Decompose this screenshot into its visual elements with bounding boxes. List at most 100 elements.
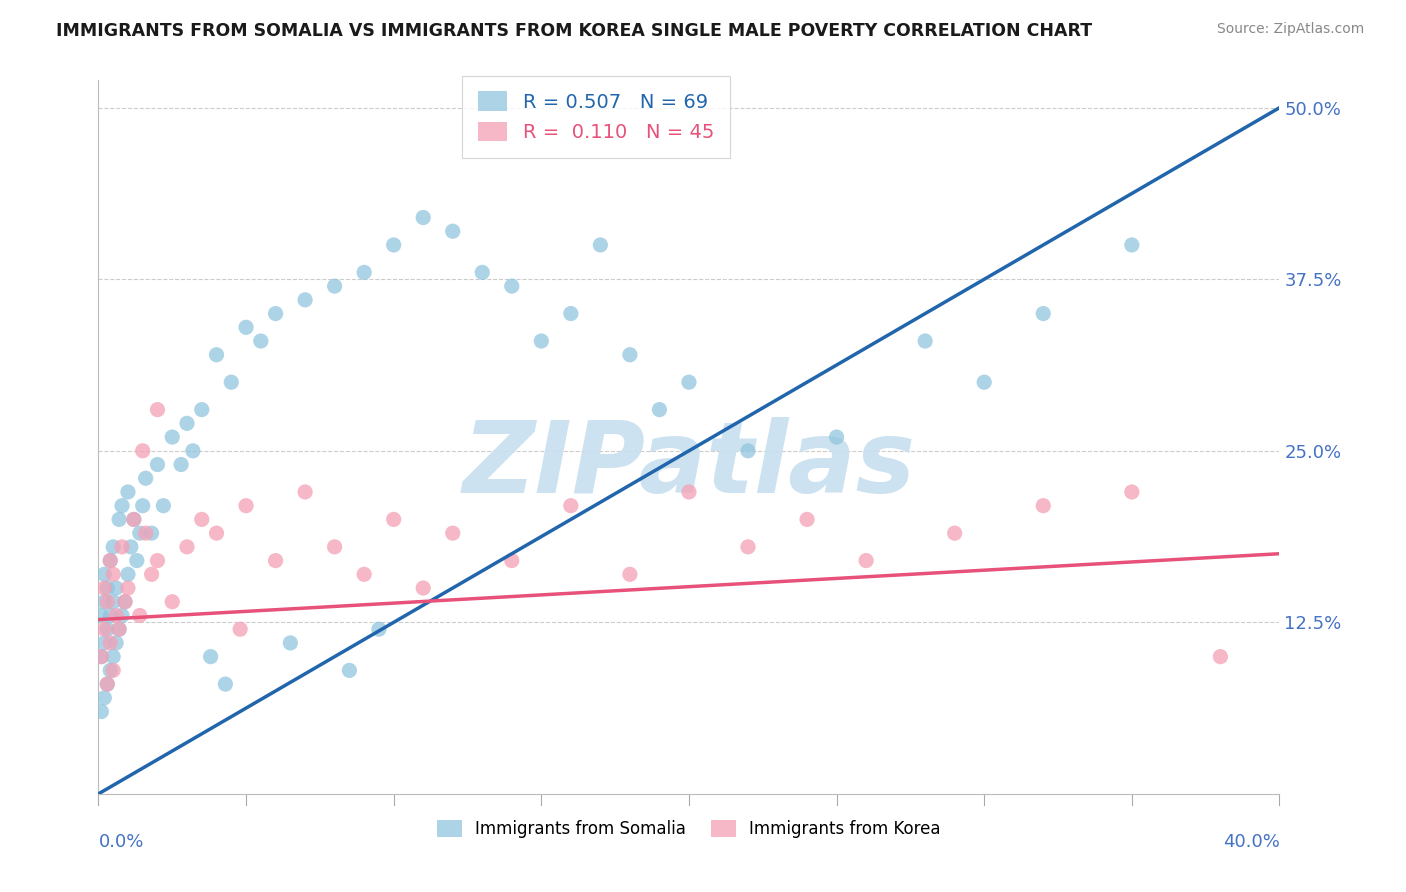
Point	[973, 375, 995, 389]
Point	[619, 348, 641, 362]
Point	[855, 553, 877, 567]
Point	[441, 224, 464, 238]
Point	[114, 595, 136, 609]
Point	[280, 636, 302, 650]
Point	[93, 622, 115, 636]
Point	[170, 458, 193, 472]
Point	[125, 553, 148, 567]
Point	[120, 540, 142, 554]
Point	[1209, 649, 1232, 664]
Point	[250, 334, 273, 348]
Point	[737, 443, 759, 458]
Point	[117, 567, 139, 582]
Point	[122, 512, 145, 526]
Point	[205, 348, 228, 362]
Point	[93, 595, 115, 609]
Point	[111, 608, 134, 623]
Point	[103, 649, 125, 664]
Point	[103, 567, 125, 582]
Point	[235, 499, 257, 513]
Point	[93, 690, 115, 705]
Text: IMMIGRANTS FROM SOMALIA VS IMMIGRANTS FROM KOREA SINGLE MALE POVERTY CORRELATION: IMMIGRANTS FROM SOMALIA VS IMMIGRANTS FR…	[56, 22, 1092, 40]
Point	[96, 677, 118, 691]
Point	[294, 293, 316, 307]
Point	[796, 512, 818, 526]
Point	[105, 608, 128, 623]
Point	[117, 485, 139, 500]
Point	[560, 499, 582, 513]
Point	[264, 553, 287, 567]
Point	[353, 567, 375, 582]
Point	[146, 402, 169, 417]
Point	[141, 567, 163, 582]
Point	[235, 320, 257, 334]
Point	[105, 581, 128, 595]
Point	[589, 238, 612, 252]
Point	[191, 402, 214, 417]
Point	[98, 553, 121, 567]
Point	[98, 608, 121, 623]
Point	[205, 526, 228, 541]
Point	[678, 375, 700, 389]
Point	[93, 581, 115, 595]
Point	[96, 677, 118, 691]
Point	[264, 307, 287, 321]
Point	[96, 622, 118, 636]
Point	[181, 443, 204, 458]
Point	[103, 595, 125, 609]
Point	[93, 636, 115, 650]
Point	[90, 608, 112, 623]
Point	[176, 417, 198, 431]
Point	[560, 307, 582, 321]
Point	[90, 649, 112, 664]
Point	[471, 265, 494, 279]
Point	[135, 526, 157, 541]
Point	[229, 622, 252, 636]
Point	[128, 608, 150, 623]
Point	[90, 649, 112, 664]
Point	[141, 526, 163, 541]
Point	[825, 430, 848, 444]
Point	[152, 499, 174, 513]
Point	[146, 553, 169, 567]
Point	[117, 581, 139, 595]
Point	[162, 430, 183, 444]
Point	[382, 238, 405, 252]
Point	[105, 636, 128, 650]
Point	[98, 636, 121, 650]
Point	[108, 512, 131, 526]
Point	[914, 334, 936, 348]
Point	[214, 677, 236, 691]
Point	[530, 334, 553, 348]
Point	[221, 375, 243, 389]
Text: Source: ZipAtlas.com: Source: ZipAtlas.com	[1216, 22, 1364, 37]
Point	[737, 540, 759, 554]
Point	[128, 526, 150, 541]
Point	[103, 540, 125, 554]
Point	[135, 471, 157, 485]
Point	[619, 567, 641, 582]
Point	[200, 649, 222, 664]
Point	[103, 664, 125, 678]
Point	[1121, 238, 1143, 252]
Point	[412, 581, 434, 595]
Point	[441, 526, 464, 541]
Point	[122, 512, 145, 526]
Point	[412, 211, 434, 225]
Point	[90, 705, 112, 719]
Text: 0.0%: 0.0%	[98, 833, 143, 851]
Point	[191, 512, 214, 526]
Point	[96, 581, 118, 595]
Point	[648, 402, 671, 417]
Point	[368, 622, 391, 636]
Legend: Immigrants from Somalia, Immigrants from Korea: Immigrants from Somalia, Immigrants from…	[429, 812, 949, 847]
Point	[339, 664, 361, 678]
Point	[294, 485, 316, 500]
Point	[98, 664, 121, 678]
Point	[323, 279, 346, 293]
Point	[132, 443, 155, 458]
Point	[943, 526, 966, 541]
Point	[111, 499, 134, 513]
Point	[176, 540, 198, 554]
Point	[108, 622, 131, 636]
